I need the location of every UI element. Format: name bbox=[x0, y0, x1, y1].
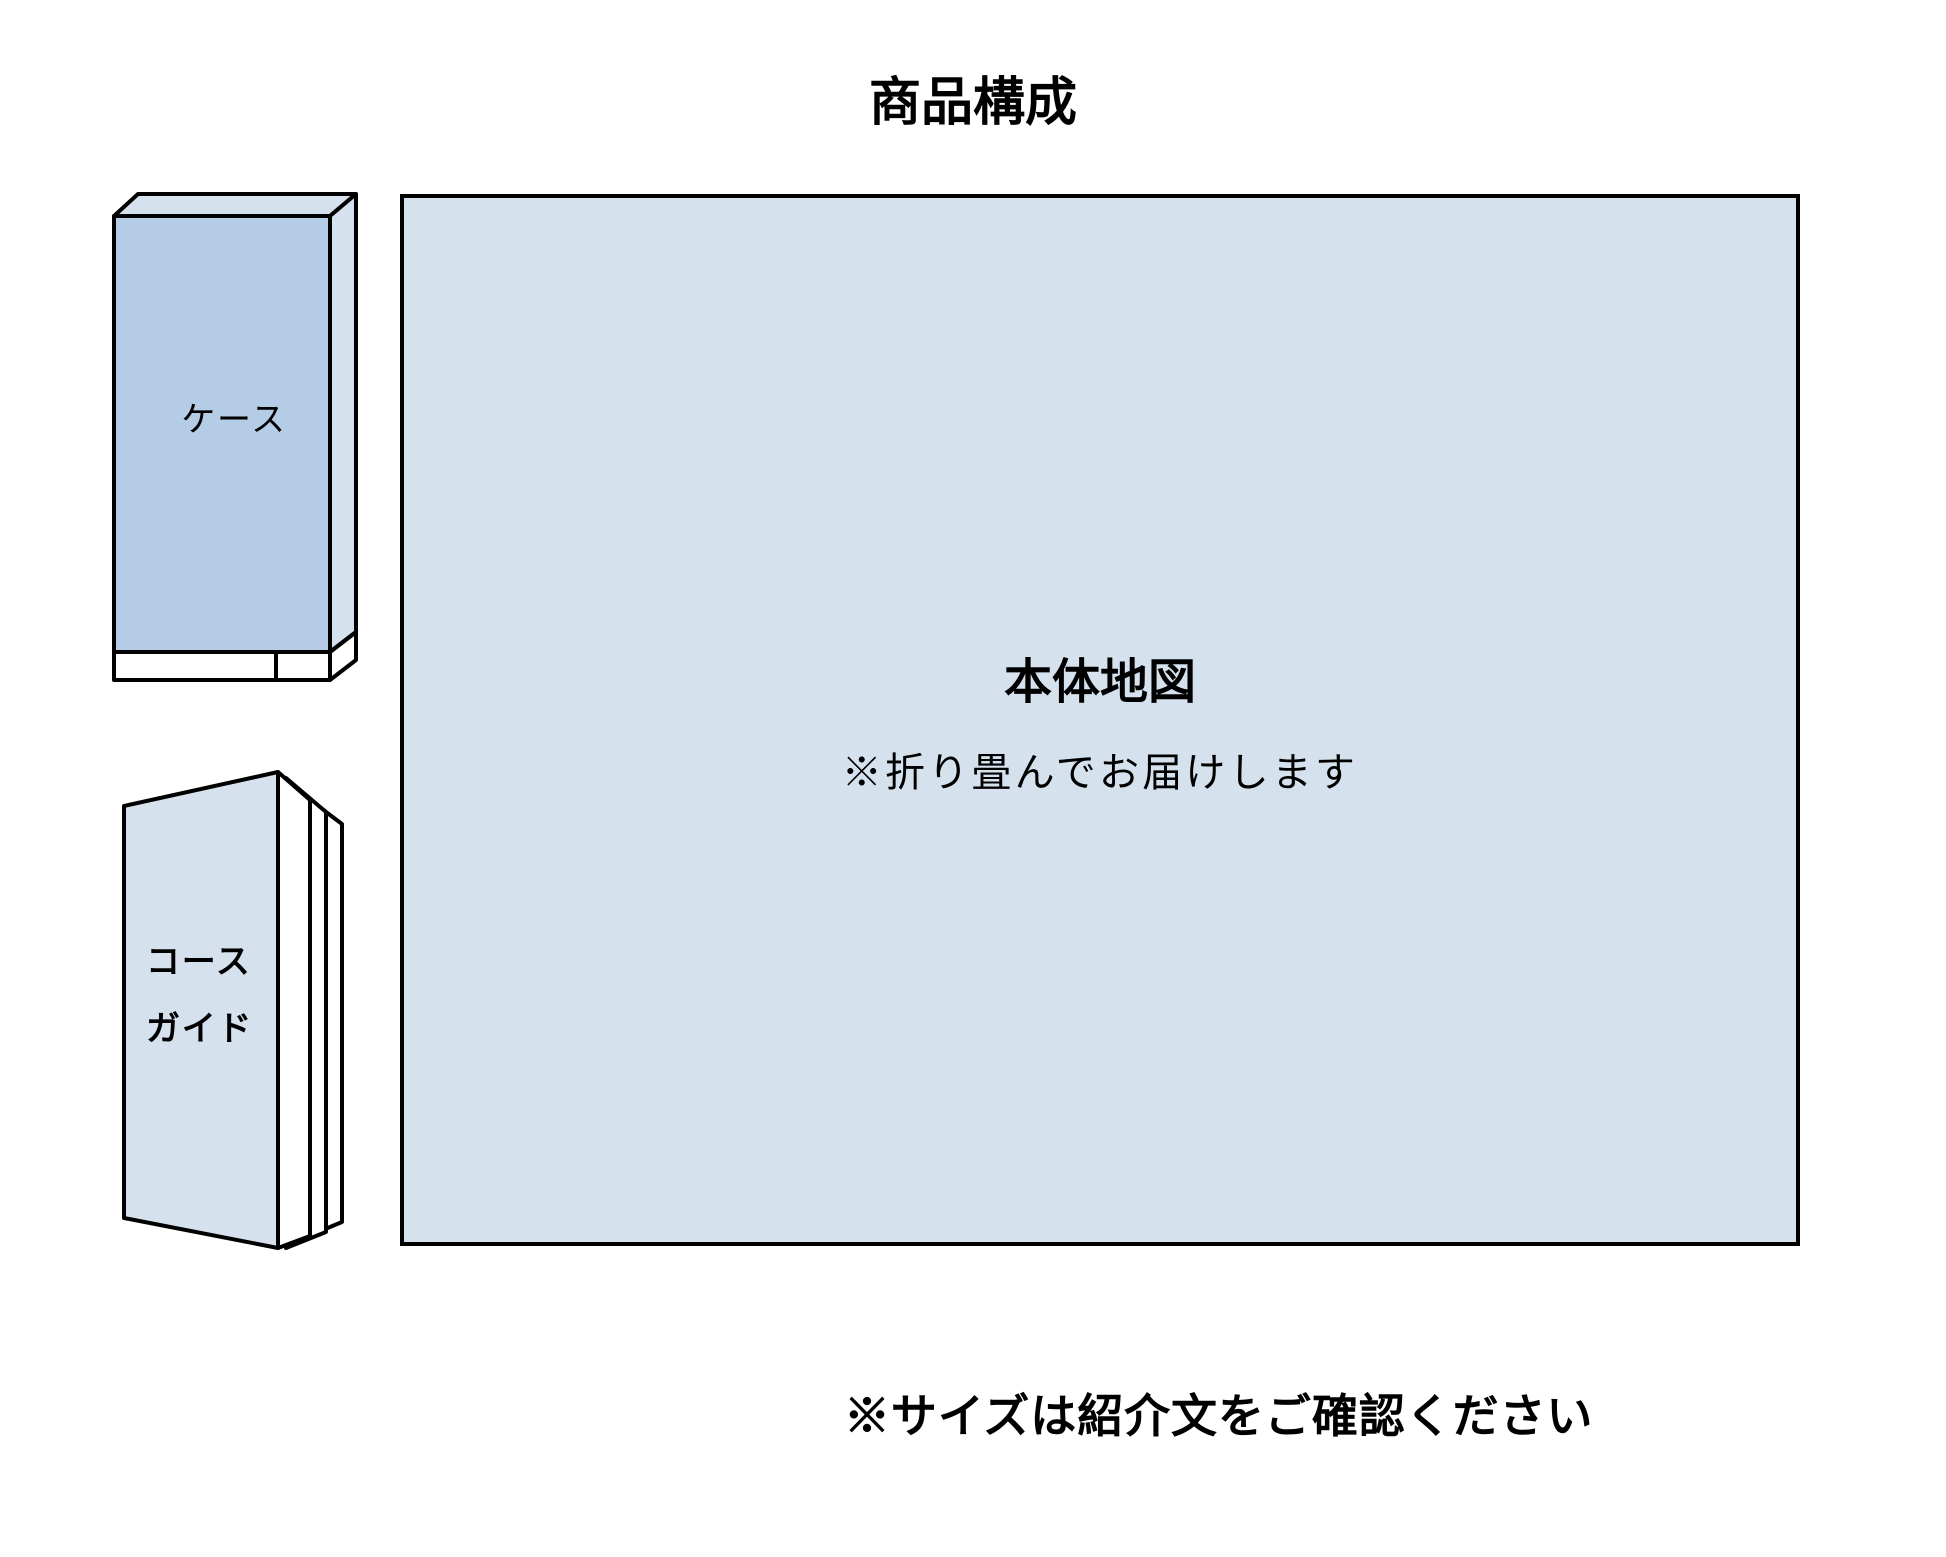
course-guide-label-line2: ガイド bbox=[146, 1001, 253, 1050]
case-box: ケース bbox=[108, 188, 360, 686]
diagram-title: 商品構成 bbox=[0, 60, 1946, 135]
size-footnote: ※サイズは紹介文をご確認ください bbox=[844, 1380, 1593, 1446]
course-guide: コース ガイド bbox=[118, 766, 348, 1252]
main-map-note: ※折り畳んでお届けします bbox=[842, 740, 1358, 798]
course-guide-label: コース ガイド bbox=[146, 934, 253, 1050]
case-label: ケース bbox=[108, 392, 360, 441]
case-inner-strip bbox=[114, 652, 330, 680]
main-map-panel: 本体地図 ※折り畳んでお届けします bbox=[400, 194, 1800, 1246]
course-guide-label-line1: コース bbox=[146, 934, 253, 983]
main-map-title: 本体地図 bbox=[1004, 642, 1196, 712]
case-top-face bbox=[114, 194, 356, 216]
guide-inner-page bbox=[278, 772, 310, 1248]
